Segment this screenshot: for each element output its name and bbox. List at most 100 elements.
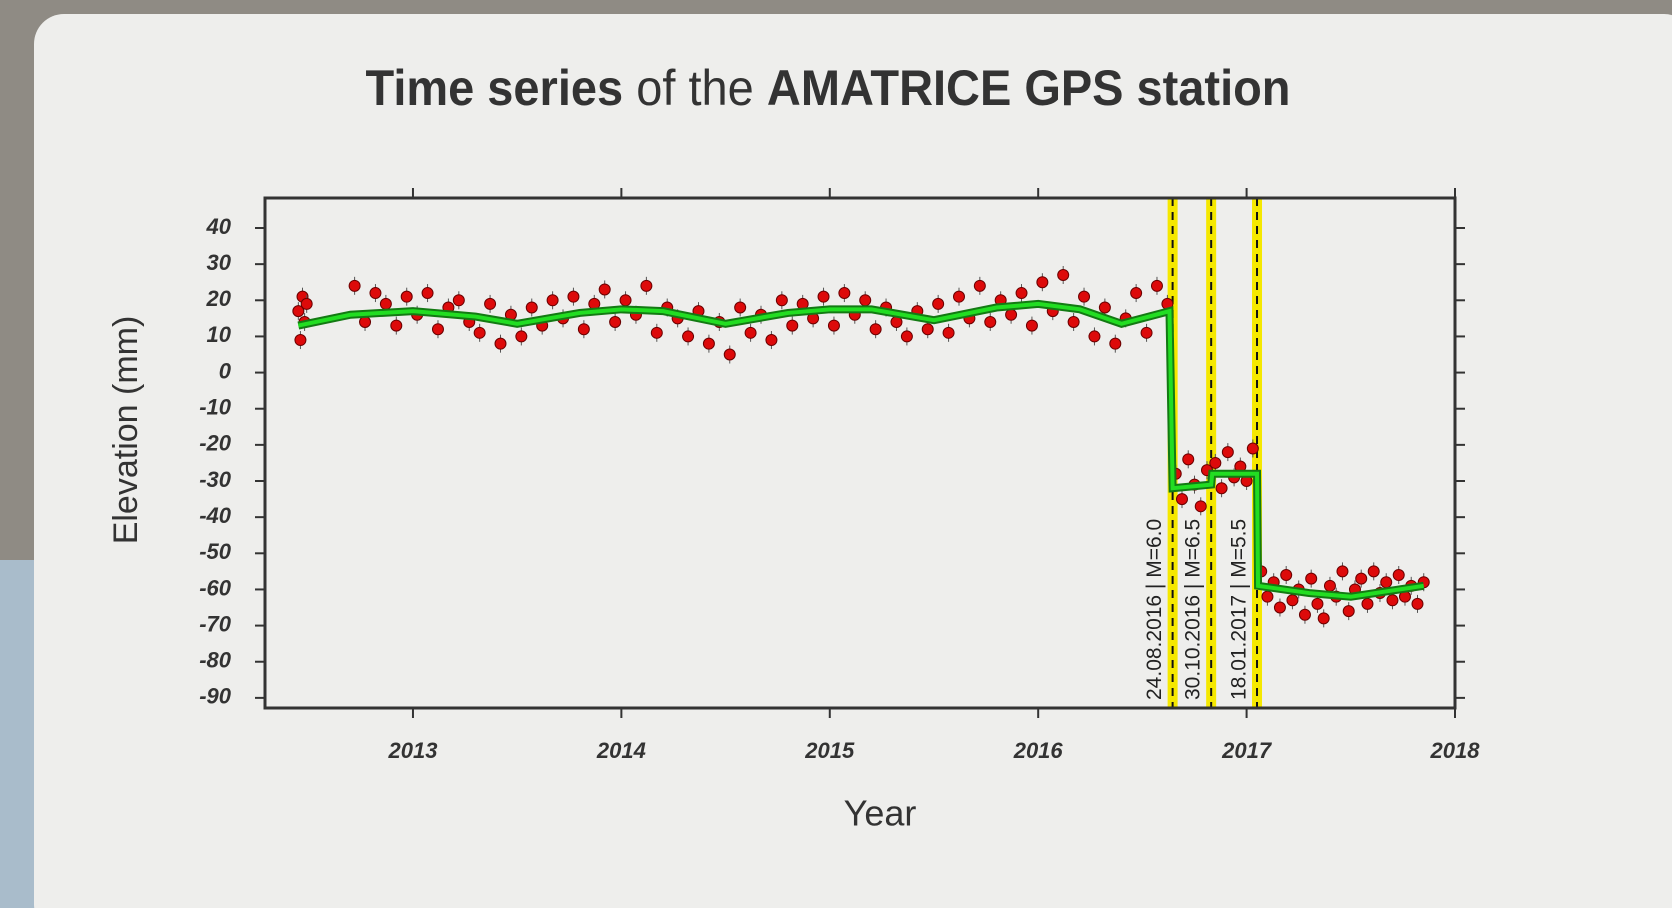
data-point: [453, 295, 464, 306]
data-point: [401, 291, 412, 302]
x-tick-label: 2014: [596, 738, 646, 763]
data-point: [776, 295, 787, 306]
data-point: [870, 324, 881, 335]
data-point: [651, 327, 662, 338]
data-point: [391, 320, 402, 331]
data-point: [1068, 316, 1079, 327]
y-tick-label: 10: [207, 322, 232, 347]
x-tick-label: 2013: [387, 738, 437, 763]
data-point: [380, 298, 391, 309]
data-point: [828, 320, 839, 331]
x-tick-label: 2016: [1013, 738, 1064, 763]
data-point: [295, 335, 306, 346]
data-point: [943, 327, 954, 338]
data-point: [422, 288, 433, 299]
title-part: of the: [636, 60, 754, 116]
y-tick-label: -60: [199, 575, 232, 600]
data-point: [1141, 327, 1152, 338]
data-point: [933, 298, 944, 309]
data-point: [1195, 501, 1206, 512]
event-label: 18.01.2017 | M=5.5: [1228, 519, 1251, 700]
data-point: [1089, 331, 1100, 342]
data-point: [641, 280, 652, 291]
data-point: [485, 298, 496, 309]
event-label: 24.08.2016 | M=6.0: [1143, 519, 1166, 700]
data-point: [1151, 280, 1162, 291]
data-point: [1337, 566, 1348, 577]
x-axis-label: Year: [844, 793, 917, 834]
data-point: [1210, 457, 1221, 468]
data-point: [1343, 606, 1354, 617]
data-point: [839, 288, 850, 299]
y-tick-label: -10: [199, 395, 232, 420]
data-point: [974, 280, 985, 291]
data-point: [1318, 613, 1329, 624]
data-point: [1216, 483, 1227, 494]
y-tick-label: 30: [207, 250, 232, 275]
data-point: [474, 327, 485, 338]
data-point: [1110, 338, 1121, 349]
data-point: [985, 316, 996, 327]
data-point: [1368, 566, 1379, 577]
y-tick-label: 0: [219, 358, 232, 383]
x-tick-label: 2015: [804, 738, 855, 763]
data-point: [1016, 288, 1027, 299]
data-point: [766, 335, 777, 346]
data-point: [349, 280, 360, 291]
chart: Time seriesof theAMATRICE GPS station Ye…: [0, 0, 1672, 908]
event-label: 30.10.2016 | M=6.5: [1182, 519, 1205, 700]
y-tick-label: -50: [199, 539, 232, 564]
data-point: [516, 331, 527, 342]
data-point: [787, 320, 798, 331]
data-point: [683, 331, 694, 342]
data-point: [1287, 595, 1298, 606]
data-point: [1381, 577, 1392, 588]
x-tick-label: 2017: [1221, 738, 1273, 763]
data-point: [301, 298, 312, 309]
data-point: [703, 338, 714, 349]
data-point: [1362, 598, 1373, 609]
data-point: [1247, 443, 1258, 454]
data-point: [1262, 591, 1273, 602]
data-point: [610, 316, 621, 327]
y-tick-label: -40: [199, 503, 232, 528]
data-point: [1006, 309, 1017, 320]
y-tick-label: -90: [199, 684, 232, 709]
data-point: [922, 324, 933, 335]
y-tick-label: -80: [199, 648, 232, 673]
title-part: AMATRICE GPS station: [767, 60, 1291, 116]
data-point: [578, 324, 589, 335]
data-point: [495, 338, 506, 349]
data-point: [1026, 320, 1037, 331]
data-point: [1281, 569, 1292, 580]
title-part: Time series: [366, 60, 624, 116]
x-tick-label: 2018: [1430, 738, 1481, 763]
data-point: [1299, 609, 1310, 620]
data-point: [1274, 602, 1285, 613]
data-point: [568, 291, 579, 302]
data-point: [1037, 277, 1048, 288]
data-point: [1324, 580, 1335, 591]
data-point: [432, 324, 443, 335]
panel: [34, 14, 1672, 908]
data-point: [1131, 288, 1142, 299]
y-tick-label: 40: [206, 214, 232, 239]
data-point: [1099, 302, 1110, 313]
data-point: [1412, 598, 1423, 609]
data-point: [1306, 573, 1317, 584]
data-point: [1312, 598, 1323, 609]
y-tick-label: -70: [199, 611, 232, 636]
data-point: [526, 302, 537, 313]
data-point: [901, 331, 912, 342]
data-point: [370, 288, 381, 299]
data-point: [1183, 454, 1194, 465]
data-point: [1393, 569, 1404, 580]
data-point: [860, 295, 871, 306]
data-point: [1356, 573, 1367, 584]
y-axis-label: Elevation (mm): [107, 316, 145, 545]
data-point: [953, 291, 964, 302]
y-tick-label: -30: [199, 467, 232, 492]
data-point: [620, 295, 631, 306]
data-point: [599, 284, 610, 295]
